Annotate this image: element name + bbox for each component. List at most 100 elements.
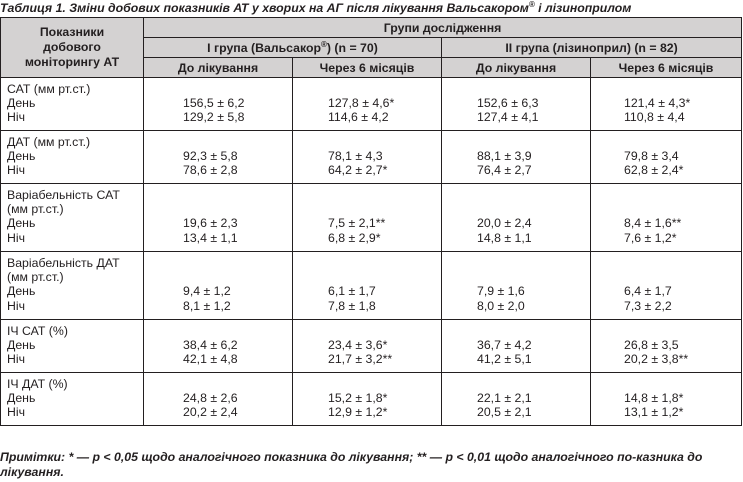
value-cell-g1-after: 7,5 ± 2,1** 6,8 ± 2,9*	[292, 183, 442, 252]
value-night: 14,8 ± 1,1	[477, 230, 532, 245]
value-cell-g1-after: 15,2 ± 1,8* 12,9 ± 1,2*	[292, 372, 442, 426]
value-day: 24,8 ± 2,6	[183, 391, 238, 406]
indicator-cell: ДАТ (мм рт.ст.) День Ніч	[0, 130, 144, 184]
value-day: 20,0 ± 2,4	[477, 216, 532, 231]
value-night: 8,0 ± 2,0	[477, 298, 525, 313]
indicator-label: День	[7, 391, 36, 406]
value-cell-g1-after: 78,1 ± 4,3 64,2 ± 2,7*	[292, 130, 442, 184]
value-day: 14,8 ± 1,8*	[624, 391, 684, 406]
indicator-label: ІЧ ДАТ (%)	[7, 377, 68, 391]
value-day: 127,8 ± 4,6*	[328, 96, 395, 111]
value-night: 110,8 ± 4,4	[624, 110, 685, 125]
value-cell-g1-before: 9,4 ± 1,2 8,1 ± 1,2	[143, 251, 293, 320]
group1-after-header: Через 6 місяців	[292, 57, 442, 78]
table-body: САТ (мм рт.ст.) День Ніч 156,5 ± 6,2 129,2 ±…	[0, 77, 743, 426]
indicator-label: Ніч	[7, 230, 26, 245]
value-day: 36,7 ± 4,2	[477, 338, 532, 353]
indicator-cell: ІЧ ДАТ (%) День Ніч	[0, 372, 144, 426]
value-day: 26,8 ± 3,5	[624, 338, 679, 353]
value-cell-g2-after: 8,4 ± 1,6** 7,6 ± 1,2*	[589, 183, 743, 252]
value-night: 6,8 ± 2,9*	[328, 230, 381, 245]
table-row: Варіабельність ДАТ (мм рт.ст.) День Ніч 9,4 …	[0, 251, 743, 320]
value-night: 76,4 ± 2,7	[477, 163, 532, 178]
value-night: 41,2 ± 5,1	[477, 352, 532, 367]
value-night: 7,3 ± 2,2	[624, 298, 672, 313]
value-night: 7,8 ± 1,8	[328, 298, 376, 313]
value-night: 8,1 ± 1,2	[183, 298, 231, 313]
value-night: 127,4 ± 4,1	[477, 110, 539, 125]
value-day: 121,4 ± 4,3*	[624, 96, 691, 111]
table-row: Варіабельність САТ (мм рт.ст.) День Ніч 19,6…	[0, 183, 743, 252]
indicator-label: (мм рт.ст.)	[7, 202, 64, 217]
value-day: 78,1 ± 4,3	[328, 149, 383, 164]
table-row: ІЧ ДАТ (%) День Ніч 24,8 ± 2,6 20,2 ± 2,4 15,…	[0, 372, 743, 426]
indicator-cell: Варіабельність САТ (мм рт.ст.) День Ніч	[0, 183, 144, 252]
indicator-label: День	[7, 149, 36, 164]
indicator-label: День	[7, 96, 36, 111]
value-day: 92,3 ± 5,8	[183, 149, 238, 164]
value-day: 88,1 ± 3,9	[477, 149, 532, 164]
value-night: 13,4 ± 1,1	[183, 230, 238, 245]
value-cell-g2-after: 26,8 ± 3,5 20,2 ± 3,8**	[589, 319, 743, 373]
indicator-label: Ніч	[7, 163, 26, 178]
value-day: 22,1 ± 2,1	[477, 391, 532, 406]
value-night: 64,2 ± 2,7*	[328, 163, 388, 178]
value-cell-g1-after: 127,8 ± 4,6* 114,6 ± 4,2	[292, 77, 442, 131]
value-cell-g2-after: 6,4 ± 1,7 7,3 ± 2,2	[589, 251, 743, 320]
value-day: 156,5 ± 6,2	[183, 96, 245, 111]
indicator-cell: ІЧ САТ (%) День Ніч	[0, 319, 144, 373]
group2-header: II група (лізиноприл) (n = 82)	[440, 37, 743, 58]
value-cell-g1-before: 19,6 ± 2,3 13,4 ± 1,1	[143, 183, 293, 252]
value-night: 62,8 ± 2,4*	[624, 163, 684, 178]
value-cell-g2-before: 7,9 ± 1,6 8,0 ± 2,0	[441, 251, 591, 320]
value-day: 152,6 ± 6,3	[477, 96, 539, 111]
indicator-label: Варіабельність САТ	[7, 188, 120, 202]
value-night: 129,2 ± 5,8	[183, 110, 245, 125]
indicator-label: День	[7, 216, 36, 231]
value-night: 42,1 ± 4,8	[183, 352, 238, 367]
value-day: 9,4 ± 1,2	[183, 284, 231, 299]
value-cell-g1-before: 156,5 ± 6,2 129,2 ± 5,8	[143, 77, 293, 131]
value-cell-g2-before: 20,0 ± 2,4 14,8 ± 1,1	[441, 183, 591, 252]
value-cell-g1-before: 24,8 ± 2,6 20,2 ± 2,4	[143, 372, 293, 426]
registered-mark: ®	[528, 0, 535, 9]
value-night: 12,9 ± 1,2*	[328, 405, 388, 420]
value-cell-g2-before: 36,7 ± 4,2 41,2 ± 5,1	[441, 319, 591, 373]
value-night: 13,1 ± 1,2*	[624, 405, 684, 420]
table-row: САТ (мм рт.ст.) День Ніч 156,5 ± 6,2 129,2 ±…	[0, 77, 743, 131]
value-day: 6,1 ± 1,7	[328, 284, 376, 299]
value-day: 7,9 ± 1,6	[477, 284, 525, 299]
indicator-label: Варіабельність ДАТ	[7, 256, 120, 270]
table-caption: Таблиця 1. Зміни добових показників АТ у…	[0, 0, 632, 15]
row-header-indicators: Показники добового моніторингу АТ	[0, 17, 144, 78]
value-night: 20,5 ± 2,1	[477, 405, 532, 420]
group2-after-header: Через 6 місяців	[589, 57, 743, 78]
indicator-label: ДАТ (мм рт.ст.)	[7, 135, 91, 149]
group2-before-header: До лікування	[441, 57, 591, 78]
value-cell-g2-after: 14,8 ± 1,8* 13,1 ± 1,2*	[589, 372, 743, 426]
value-day: 19,6 ± 2,3	[183, 216, 238, 231]
indicator-label: День	[7, 338, 36, 353]
indicator-label: Ніч	[7, 352, 26, 367]
value-cell-g2-after: 79,8 ± 3,4 62,8 ± 2,4*	[589, 130, 743, 184]
table-row: ДАТ (мм рт.ст.) День Ніч 92,3 ± 5,8 78,6 ± 2…	[0, 130, 743, 184]
value-cell-g2-after: 121,4 ± 4,3* 110,8 ± 4,4	[589, 77, 743, 131]
value-night: 78,6 ± 2,8	[183, 163, 238, 178]
indicator-label: Ніч	[7, 405, 26, 420]
value-night: 20,2 ± 2,4	[183, 405, 238, 420]
value-night: 20,2 ± 3,8**	[624, 352, 689, 367]
value-cell-g2-before: 152,6 ± 6,3 127,4 ± 4,1	[441, 77, 591, 131]
table-row: ІЧ САТ (%) День Ніч 38,4 ± 6,2 42,1 ± 4,8 23,…	[0, 319, 743, 373]
indicator-cell: САТ (мм рт.ст.) День Ніч	[0, 77, 144, 131]
indicator-label: Ніч	[7, 298, 26, 313]
value-cell-g1-after: 23,4 ± 3,6* 21,7 ± 3,2**	[292, 319, 442, 373]
value-day: 6,4 ± 1,7	[624, 284, 672, 299]
value-night: 21,7 ± 3,2**	[328, 352, 393, 367]
value-night: 7,6 ± 1,2*	[624, 230, 677, 245]
value-cell-g2-before: 88,1 ± 3,9 76,4 ± 2,7	[441, 130, 591, 184]
value-day: 79,8 ± 3,4	[624, 149, 679, 164]
value-cell-g1-before: 38,4 ± 6,2 42,1 ± 4,8	[143, 319, 293, 373]
value-day: 7,5 ± 2,1**	[328, 216, 386, 231]
value-cell-g2-before: 22,1 ± 2,1 20,5 ± 2,1	[441, 372, 591, 426]
indicator-cell: Варіабельність ДАТ (мм рт.ст.) День Ніч	[0, 251, 144, 320]
